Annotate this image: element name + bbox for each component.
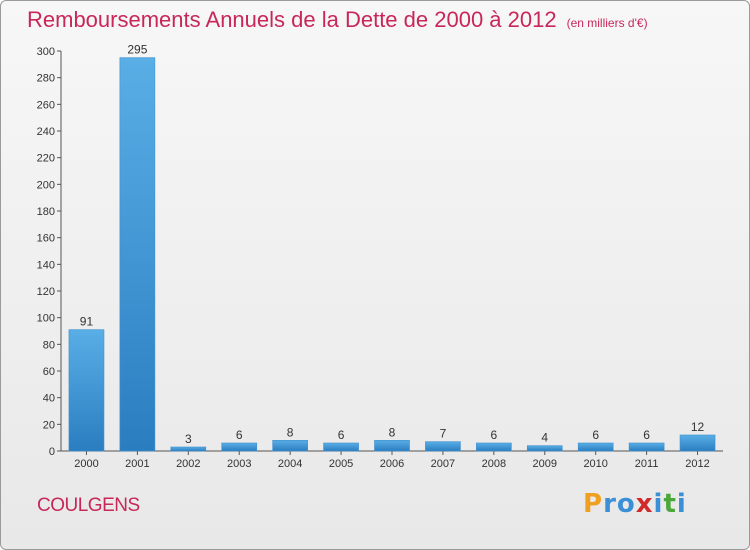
bar-value-label: 8	[389, 425, 396, 439]
y-tick-label: 280	[37, 73, 55, 85]
bar-2011	[628, 442, 665, 452]
bar-2005	[323, 442, 359, 452]
y-tick-label: 0	[49, 446, 55, 458]
y-tick-label: 100	[37, 313, 55, 325]
x-tick-label: 2007	[431, 458, 455, 470]
y-tick-label: 240	[37, 126, 55, 138]
bar-2000	[68, 329, 105, 452]
x-tick-label: 2003	[227, 458, 251, 470]
bar-value-label: 8	[287, 425, 294, 439]
bar-value-label: 7	[440, 427, 447, 441]
x-tick-label: 2010	[583, 458, 607, 470]
y-tick-label: 80	[43, 339, 55, 351]
x-axis: 2000 2001 2002 2003 2004 2005 2006 2007 2008 2009…	[61, 450, 723, 470]
bar-2003	[221, 442, 258, 452]
chart-title-text: Remboursements Annuels de la Dette de 20…	[27, 7, 557, 32]
bar-value-label: 6	[236, 428, 243, 442]
commune-name: COULGENS	[37, 495, 140, 516]
y-tick-label: 140	[37, 259, 55, 271]
x-tick-label: 2012	[685, 458, 709, 470]
logo-letter: x	[635, 489, 654, 519]
chart-subtitle: (en milliers d'€)	[566, 16, 648, 30]
bar-2007	[425, 441, 461, 452]
y-tick-label: 260	[37, 99, 55, 111]
y-tick-label: 120	[37, 286, 55, 298]
logo-letter: r	[603, 489, 617, 519]
y-tick-label: 220	[37, 153, 55, 165]
bar-value-label: 6	[643, 428, 650, 442]
y-tick-label: 20	[43, 419, 55, 431]
bar-2008	[476, 442, 512, 452]
x-tick-label: 2000	[74, 458, 98, 470]
logo-letter: o	[616, 489, 636, 519]
bar-value-label: 6	[592, 428, 599, 442]
y-tick-label: 160	[37, 233, 55, 245]
y-tick-label: 200	[37, 179, 55, 191]
bar-2001	[119, 57, 156, 452]
y-tick-label: 40	[43, 393, 55, 405]
x-tick-label: 2001	[125, 458, 149, 470]
x-tick-label: 2011	[635, 458, 659, 470]
bar-value-label: 6	[491, 428, 498, 442]
x-tick-label: 2009	[533, 458, 557, 470]
bar-2009	[526, 445, 563, 452]
logo-letter: i	[653, 489, 664, 519]
bar-value-label: 4	[541, 431, 548, 445]
bar-value-label: 6	[338, 428, 345, 442]
bar-value-label: 295	[127, 43, 147, 57]
logo-letter: i	[676, 489, 687, 519]
proxiti-logo: Proxiti	[583, 489, 687, 519]
x-tick-label: 2002	[176, 458, 200, 470]
bar-value-label: 12	[691, 420, 705, 434]
logo-letter: t	[663, 489, 677, 519]
bar-2010	[577, 442, 614, 452]
logo-letter: P	[583, 489, 604, 519]
chart-title: Remboursements Annuels de la Dette de 20…	[27, 7, 648, 33]
bar-value-label: 3	[185, 432, 192, 446]
x-tick-label: 2005	[329, 458, 353, 470]
bar-2012	[679, 434, 716, 452]
y-axis: 0 20 40 60 80 100 120 140 160 180 200 220 240 260 280 3…	[37, 46, 62, 458]
y-tick-label: 300	[37, 46, 55, 58]
y-tick-label: 60	[43, 366, 55, 378]
y-tick-label: 180	[37, 206, 55, 218]
bar-2004	[272, 440, 308, 452]
x-tick-label: 2008	[482, 458, 506, 470]
bar-value-label: 91	[80, 315, 94, 329]
bar-2002	[170, 446, 207, 452]
x-tick-label: 2006	[380, 458, 404, 470]
bars: 91 295 3 6 8 6 8 7 6 4 6 6 12	[68, 43, 716, 452]
x-tick-label: 2004	[278, 458, 302, 470]
bar-2006	[374, 440, 410, 452]
